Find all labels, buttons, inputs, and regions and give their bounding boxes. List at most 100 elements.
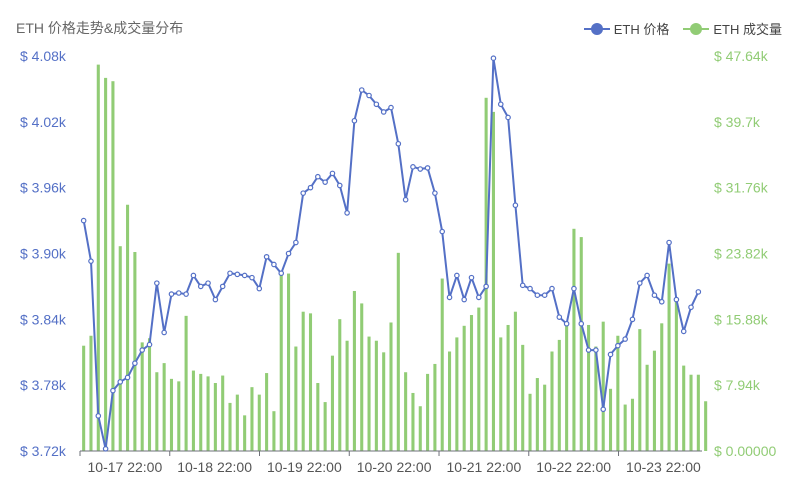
price-point: [344, 210, 350, 216]
price-point: [541, 292, 548, 298]
volume-bar: [213, 383, 217, 451]
price-point: [439, 228, 446, 235]
price-point: [366, 92, 372, 99]
price-point: [249, 274, 255, 281]
y-left-tick-label: $ 3.84k: [20, 311, 67, 327]
price-point: [117, 379, 124, 385]
volume-bar: [682, 365, 686, 451]
legend-label-volume: ETH 成交量: [713, 22, 782, 37]
price-point: [154, 280, 160, 286]
volume-bar: [579, 237, 583, 451]
volume-bar: [462, 325, 466, 451]
volume-bar: [660, 323, 664, 451]
volume-bar: [535, 378, 539, 451]
price-point: [88, 258, 94, 264]
price-point: [241, 272, 248, 279]
price-point: [161, 329, 167, 336]
price-point: [497, 101, 504, 108]
volume-bar: [521, 344, 525, 451]
price-point: [175, 290, 182, 296]
volume-bar: [543, 384, 547, 451]
price-point: [263, 253, 270, 260]
price-point: [578, 320, 585, 327]
price-point: [695, 289, 702, 295]
volume-bar: [338, 319, 342, 451]
x-tick-label: 10-21 22:00: [447, 459, 522, 475]
volume-bar: [184, 315, 188, 451]
volume-bar: [426, 373, 430, 451]
price-point: [527, 285, 533, 292]
price-point: [644, 272, 650, 279]
volume-bar: [572, 228, 576, 451]
volume-bar: [689, 374, 693, 451]
price-point: [461, 296, 467, 303]
volume-bar: [272, 411, 276, 451]
price-point: [205, 280, 211, 286]
price-point: [636, 280, 643, 286]
price-point: [424, 165, 431, 171]
volume-bar: [235, 394, 239, 451]
volume-bar: [418, 406, 422, 451]
volume-bar: [638, 329, 642, 451]
volume-bar: [506, 324, 510, 451]
price-point: [336, 182, 343, 189]
volume-bar: [265, 373, 269, 451]
volume-bar: [382, 352, 386, 451]
price-point: [446, 294, 453, 301]
volume-bar: [206, 376, 210, 451]
price-point: [351, 117, 358, 124]
volume-bar: [250, 387, 254, 451]
price-point: [432, 190, 438, 196]
price-point: [256, 285, 263, 292]
x-tick-label: 10-20 22:00: [357, 459, 432, 475]
volume-bar: [191, 370, 195, 451]
price-points: [80, 55, 702, 452]
volume-bar: [477, 307, 481, 451]
volume-bar: [147, 338, 152, 451]
x-tick-label: 10-18 22:00: [177, 459, 252, 475]
volume-bar: [374, 340, 378, 451]
line-series-icon: [583, 22, 610, 36]
price-point: [410, 164, 416, 170]
price-point: [673, 296, 680, 303]
volume-bar: [133, 252, 137, 451]
price-point: [454, 272, 460, 279]
legend: ETH 价格 ETH 成交量: [583, 19, 782, 38]
volume-bar: [645, 364, 649, 451]
price-point: [95, 413, 102, 419]
legend-label-price: ETH 价格: [613, 22, 670, 37]
price-point: [373, 101, 380, 108]
volume-bar: [396, 252, 400, 451]
price-point: [556, 314, 563, 320]
price-point: [285, 250, 292, 257]
price-point: [278, 270, 285, 277]
price-point: [102, 446, 109, 452]
price-point: [293, 239, 299, 246]
price-point: [563, 320, 570, 327]
volume-bar: [623, 404, 627, 451]
price-point: [658, 298, 665, 305]
volume-bar: [118, 246, 122, 451]
price-point: [512, 202, 519, 209]
volume-bar: [601, 321, 605, 451]
volume-bar: [126, 204, 130, 451]
x-tick-label: 10-23 22:00: [626, 459, 701, 475]
bar-series-icon: [683, 22, 710, 36]
price-point: [380, 109, 387, 115]
legend-item-price[interactable]: ETH 价格: [583, 19, 670, 38]
y-right-tick-label: $ 7.94k: [714, 377, 761, 393]
price-point: [190, 272, 197, 279]
price-point: [505, 114, 511, 121]
volume-bar: [367, 336, 371, 451]
x-tick-label: 10-19 22:00: [267, 459, 342, 475]
legend-item-volume[interactable]: ETH 成交量: [683, 19, 782, 38]
volume-bar: [82, 345, 86, 451]
price-point: [329, 170, 336, 177]
price-point: [666, 239, 672, 246]
price-point: [651, 292, 658, 298]
price-point: [234, 271, 241, 278]
price-point: [197, 283, 204, 290]
price-point: [490, 55, 497, 61]
volume-bar: [199, 373, 203, 451]
